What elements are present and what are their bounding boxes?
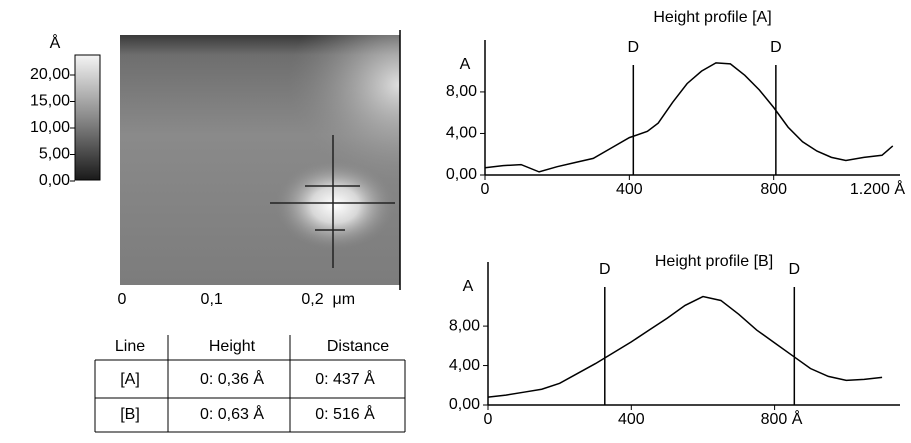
y-tick-label: 0,00 <box>446 166 477 183</box>
colorbar-unit: Å <box>50 33 61 52</box>
marker-label: D <box>789 261 801 278</box>
x-tick-label: 800 <box>760 181 787 198</box>
x-tick-label: 400 <box>616 181 643 198</box>
x-tick-label: 1.200 Å <box>850 179 905 198</box>
x-tick-label: 800 Å <box>761 409 803 428</box>
x-tick-label: 0 <box>118 291 127 308</box>
colorbar-tick-label: 5,00 <box>39 146 70 163</box>
table-cell: 0: 516 Å <box>315 404 375 423</box>
x-tick-label: 0 <box>481 181 490 198</box>
y-axis-label: A <box>463 278 474 295</box>
table-cell: [A] <box>120 371 140 388</box>
marker-label: D <box>628 39 640 56</box>
line-series <box>484 62 894 173</box>
table-header: Height <box>209 338 256 355</box>
x-tick-label: 0 <box>484 411 493 428</box>
x-tick-label: 0,2 μm <box>301 291 355 308</box>
colorbar-tick-label: 0,00 <box>39 172 70 189</box>
colorbar-tick-label: 20,00 <box>30 66 70 83</box>
table-cell: 0: 0,36 Å <box>200 369 264 388</box>
y-axis-label: A <box>460 56 471 73</box>
table-cell: [B] <box>120 406 140 423</box>
chart-title: Height profile [A] <box>653 9 771 26</box>
y-tick-label: 4,00 <box>446 125 477 142</box>
table-header: Line <box>115 338 145 355</box>
table: Line Height Distance [A] 0: 0,36 Å 0: 43… <box>94 335 406 433</box>
colorbar-tick-label: 15,00 <box>30 93 70 110</box>
line-series <box>487 295 883 398</box>
table-cell: 0: 437 Å <box>315 369 375 388</box>
table-header: Distance <box>327 338 389 355</box>
x-tick-label: 400 <box>618 411 645 428</box>
afm-image <box>120 30 401 290</box>
y-tick-label: 8,00 <box>446 83 477 100</box>
colorbar-tick-label: 10,00 <box>30 119 70 136</box>
marker-label: D <box>770 39 782 56</box>
marker-label: D <box>599 261 611 278</box>
colorbar <box>74 54 101 181</box>
x-tick-label: 0,1 <box>201 291 223 308</box>
y-tick-label: 4,00 <box>449 357 480 374</box>
y-tick-label: 8,00 <box>449 317 480 334</box>
chart-title: Height profile [B] <box>655 253 773 270</box>
y-tick-label: 0,00 <box>449 396 480 413</box>
table-cell: 0: 0,63 Å <box>200 404 264 423</box>
